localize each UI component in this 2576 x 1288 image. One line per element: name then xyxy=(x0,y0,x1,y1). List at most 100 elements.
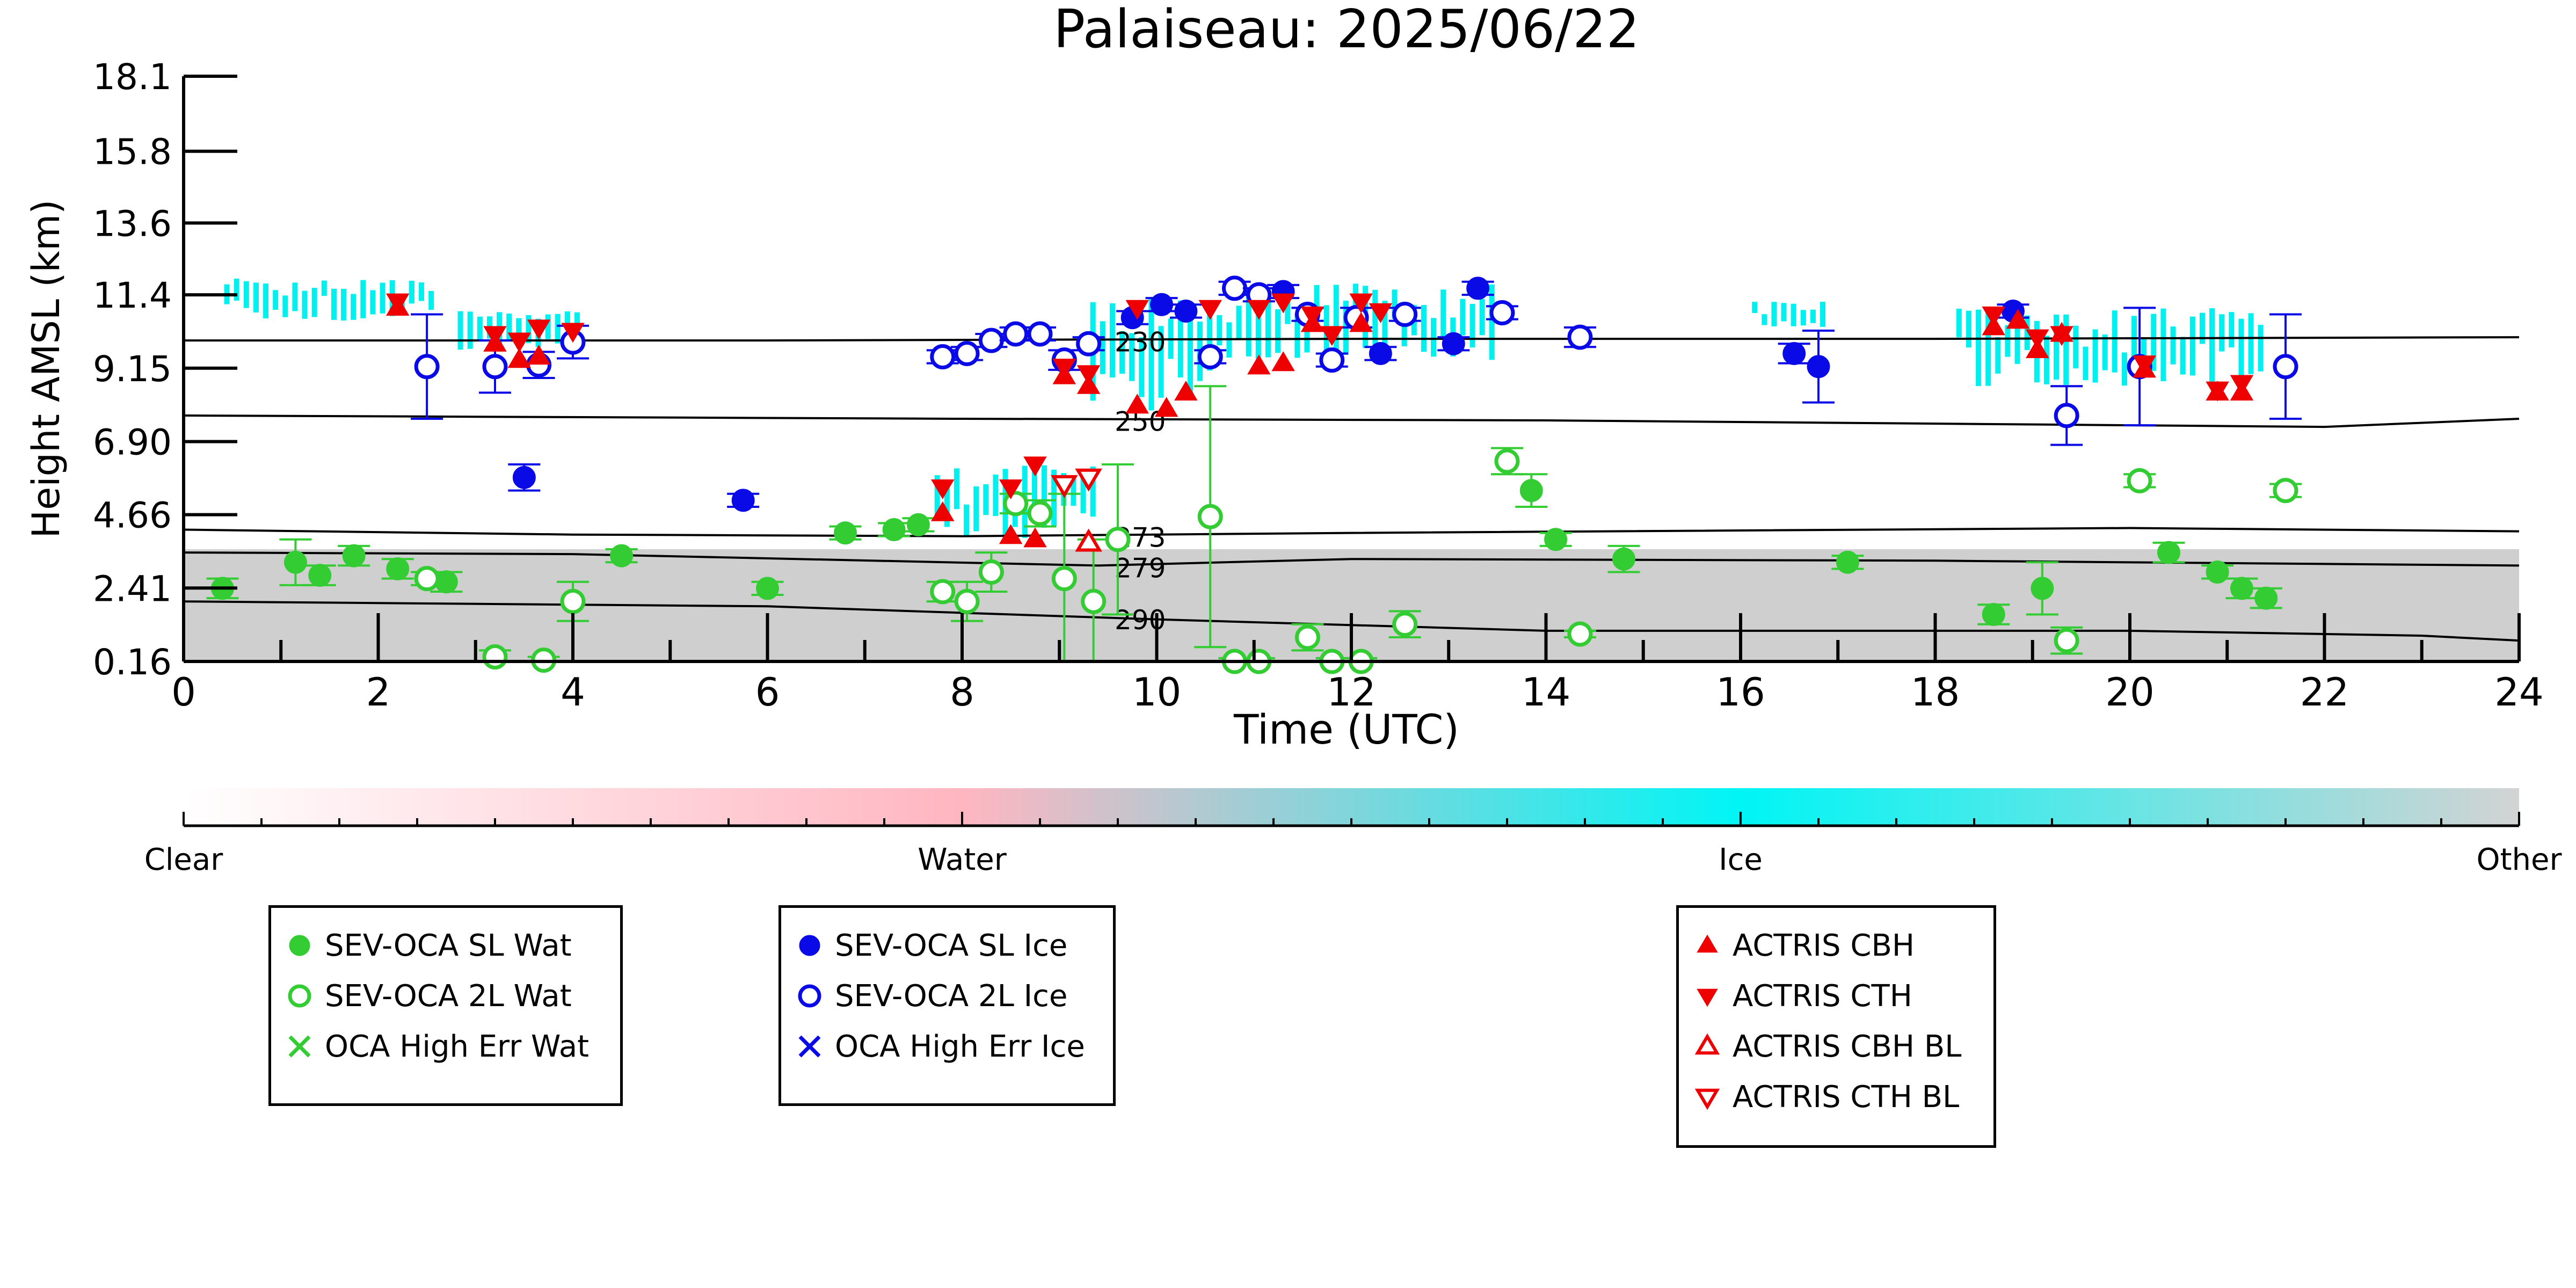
colorbar-label-clear: Clear xyxy=(144,842,223,877)
data-point xyxy=(999,479,1023,499)
lidar-streak xyxy=(1314,285,1320,319)
data-point xyxy=(560,588,586,614)
lidar-region-ice xyxy=(1752,302,1826,327)
data-point xyxy=(1003,321,1029,347)
data-point xyxy=(386,293,410,314)
open-circle-icon xyxy=(288,984,311,1008)
y-tick-label: 9.15 xyxy=(93,348,172,390)
legend-item-label: ACTRIS CBH BL xyxy=(1733,1029,1962,1064)
data-point xyxy=(978,328,1004,353)
x-icon xyxy=(288,1035,311,1058)
data-point xyxy=(1567,621,1593,647)
data-point xyxy=(1982,603,2005,627)
legend-item-label: OCA High Err Ice xyxy=(835,1029,1085,1064)
data-point xyxy=(1442,332,1465,355)
lidar-streak xyxy=(1265,288,1271,358)
lidar-streak xyxy=(1129,333,1135,381)
legend-marker-shape xyxy=(1694,1088,1720,1110)
data-point xyxy=(1489,300,1515,325)
legend-item: SEV-OCA 2L Ice xyxy=(781,970,1067,1022)
lidar-streak xyxy=(2170,326,2176,365)
lidar-streak xyxy=(2189,316,2195,376)
data-point xyxy=(561,323,585,343)
isotherm-label-230: 230 xyxy=(1115,326,1166,358)
data-point xyxy=(1105,527,1131,552)
x-tick-label: 20 xyxy=(2105,670,2155,715)
legend-item-label: ACTRIS CTH BL xyxy=(1733,1079,1960,1115)
lidar-streak xyxy=(1255,290,1261,359)
data-point xyxy=(2273,354,2298,380)
data-point xyxy=(1519,479,1543,503)
data-point xyxy=(482,354,508,380)
y-tick-label: 11.4 xyxy=(93,275,172,316)
data-point xyxy=(342,544,366,567)
series-sev-oca-sl-ice xyxy=(508,276,2029,512)
lidar-streak xyxy=(2238,318,2244,384)
lidar-streak xyxy=(331,288,337,320)
lidar-streak xyxy=(243,281,249,308)
legend-marker-shape xyxy=(288,984,311,1008)
data-point xyxy=(1349,293,1373,314)
y-axis-label: Height AMSL (km) xyxy=(24,200,68,539)
lidar-streak xyxy=(2005,325,2011,357)
y-tick-label: 18.1 xyxy=(93,56,172,98)
lidar-streak xyxy=(467,311,473,349)
lidar-streak xyxy=(1148,298,1154,411)
legend-item: SEV-OCA SL Ice xyxy=(781,920,1067,971)
legend-marker-shape xyxy=(798,984,821,1008)
data-point xyxy=(1349,312,1373,332)
data-point xyxy=(1198,300,1222,320)
lidar-streak xyxy=(428,290,434,310)
lidar-streak xyxy=(944,480,950,527)
data-point xyxy=(2230,577,2253,600)
lidar-streak xyxy=(1966,310,1971,348)
lidar-streak xyxy=(1080,477,1086,514)
data-point xyxy=(1612,547,1635,571)
lidar-streak xyxy=(1820,302,1826,327)
lidar-streak xyxy=(2209,308,2215,382)
x-tick-label: 24 xyxy=(2494,670,2544,715)
lidar-streak xyxy=(1372,289,1378,345)
lidar-streak xyxy=(370,290,376,315)
open-triangle-down-icon xyxy=(1694,1088,1720,1110)
data-point xyxy=(2254,586,2278,610)
legend-item: ACTRIS CBH xyxy=(1679,920,1915,971)
filled-circle-icon xyxy=(289,935,310,956)
lidar-streak xyxy=(1489,284,1495,360)
lidar-streak xyxy=(1275,309,1281,353)
x-tick-label: 6 xyxy=(755,670,780,715)
data-point xyxy=(1982,306,2005,326)
legend-item-label: SEV-OCA 2L Wat xyxy=(325,978,572,1014)
lidar-streak xyxy=(2102,334,2108,370)
lidar-streak xyxy=(2014,323,2020,364)
data-point xyxy=(1197,504,1223,529)
data-point xyxy=(483,326,507,346)
data-point xyxy=(1027,321,1053,347)
x-icon xyxy=(798,1035,821,1058)
lidar-streak xyxy=(545,314,551,339)
data-point xyxy=(931,479,955,499)
lidar-streak xyxy=(273,290,279,310)
lidar-streak xyxy=(1031,470,1037,511)
open-triangle-up-icon xyxy=(1694,1033,1720,1055)
data-point xyxy=(527,345,551,365)
data-point xyxy=(1294,624,1320,650)
filled-circle-icon xyxy=(799,935,820,956)
colorbar-axis: Clear Water Ice Other xyxy=(144,812,2562,877)
legend-item-label: ACTRIS CBH xyxy=(1733,928,1915,963)
series-actris-cbh-bl xyxy=(1075,528,1102,552)
data-point xyxy=(386,557,410,580)
lidar-streak xyxy=(1285,293,1291,324)
lidar-streak xyxy=(253,282,259,313)
data-point xyxy=(2157,541,2180,564)
lidar-streak xyxy=(360,280,366,318)
legend-marker-shape xyxy=(798,1035,821,1058)
data-point xyxy=(527,319,551,340)
lidar-streak xyxy=(292,282,298,311)
lidar-streak xyxy=(477,316,483,340)
lidar-streak xyxy=(1294,314,1300,358)
lidar-streak xyxy=(1333,285,1339,359)
lidar-streak xyxy=(1460,299,1466,336)
legend-item-label: SEV-OCA SL Ice xyxy=(835,928,1068,963)
lidar-streak xyxy=(263,283,269,319)
